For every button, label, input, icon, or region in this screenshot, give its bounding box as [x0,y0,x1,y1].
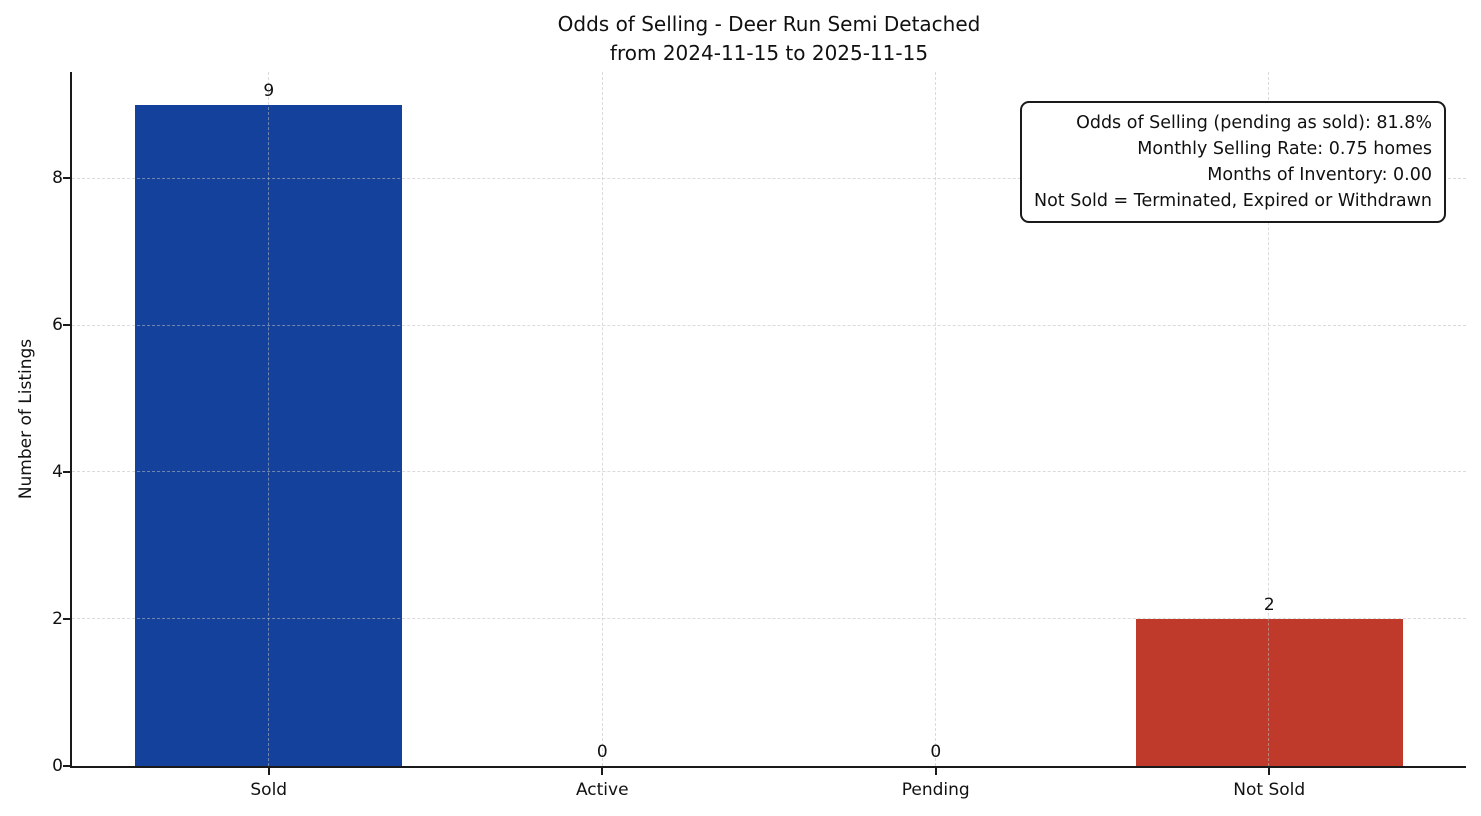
y-axis-spine [70,72,72,768]
y-tick-label: 4 [52,462,63,483]
gridline-vertical [1268,72,1270,766]
y-tick-label: 6 [52,315,63,336]
annotation-months-of-inventory: Months of Inventory: 0.00 [1207,165,1432,185]
gridline-vertical [601,72,603,766]
x-tick-mark [601,768,604,775]
x-tick-label-pending: Pending [901,780,970,800]
chart-title-line-1: Odds of Selling - Deer Run Semi Detached [557,12,981,36]
y-tick-label: 0 [52,756,63,776]
gridline-horizontal [72,324,1466,326]
x-tick-mark [934,768,937,775]
x-tick-label-not-sold: Not Sold [1233,780,1306,800]
gridline-vertical [268,72,269,766]
gridline-vertical [934,72,936,766]
annotation-odds-of-selling: Odds of Selling (pending as sold): 81.8% [1076,113,1432,133]
plot-area: 9 0 0 2 0 2 4 6 8 Sold Active Pending Not Sold [52,72,1466,800]
gridline-horizontal [72,618,1466,620]
gridline-horizontal [72,471,1466,473]
bar-value-label-not-sold: 2 [1263,595,1275,616]
x-tick-label-active: Active [575,780,629,800]
x-tick-mark [1268,768,1271,775]
bar-value-label-sold: 9 [263,81,275,102]
y-tick-mark [63,177,70,180]
chart-title: Odds of Selling - Deer Run Semi Detached… [72,10,1466,68]
stats-annotation-box: Odds of Selling (pending as sold): 81.8%… [1019,101,1446,223]
bar-value-label-pending: 0 [930,742,942,762]
y-tick-mark [63,471,70,474]
x-tick-label-sold: Sold [250,780,288,800]
x-tick-mark [267,768,270,775]
y-tick-label: 8 [52,168,63,189]
chart-title-line-2: from 2024-11-15 to 2025-11-15 [609,41,929,65]
gridline-horizontal [72,177,1466,179]
x-axis-spine [70,766,1466,768]
annotation-not-sold-definition: Not Sold = Terminated, Expired or Withdr… [1033,191,1432,211]
y-tick-mark [63,324,70,327]
y-tick-mark [63,618,70,621]
bar-value-label-active: 0 [596,742,608,762]
annotation-monthly-selling-rate: Monthly Selling Rate: 0.75 homes [1137,139,1432,159]
y-tick-mark [63,765,70,767]
y-tick-label: 2 [52,609,63,630]
